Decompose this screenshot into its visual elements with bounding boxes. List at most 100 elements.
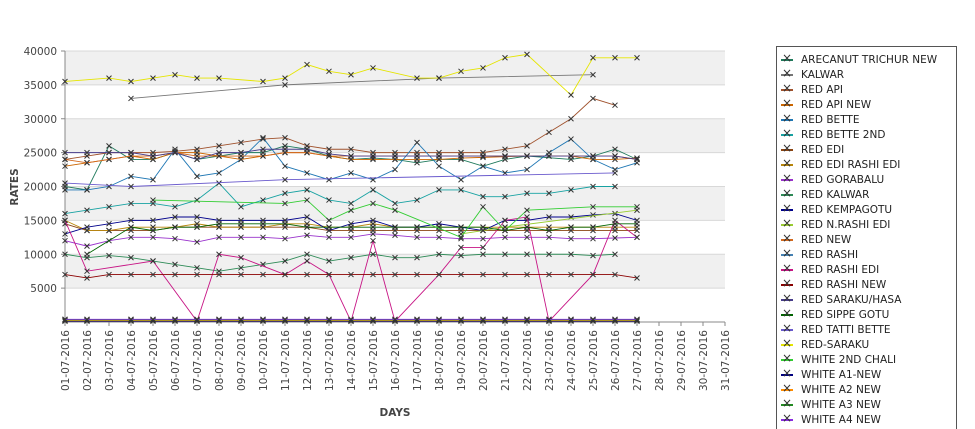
x-tick-label: 17-07-2016 [412,330,424,391]
legend-cross-icon: × [781,410,793,425]
data-point [282,75,288,81]
legend-swatch [781,343,793,346]
series-red-sippe-gotu [84,220,640,258]
series-white-a4-new [62,316,640,323]
data-point [392,271,398,278]
x-tick-label: 06-07-2016 [170,330,182,391]
legend-marker-icon: × [781,380,793,396]
x-tick-label: 26-07-2016 [610,330,622,391]
data-point [84,224,90,231]
data-point [612,170,618,176]
data-point [612,271,618,278]
x-tick-label: 03-07-2016 [104,330,116,391]
data-point [436,251,442,258]
x-tick-label: 01-07-2016 [60,330,72,391]
data-point [84,187,90,193]
data-point [106,252,112,259]
data-point [436,316,442,323]
data-point [172,235,178,242]
data-point [568,235,574,242]
data-point [326,176,332,183]
data-point [216,234,222,241]
data-point [524,214,530,220]
data-point [502,251,508,258]
series-red-saraku-hasa [62,146,640,163]
legend-marker-icon: × [781,291,793,306]
data-point [458,271,464,278]
legend-swatch [781,388,793,391]
data-point [216,251,222,258]
data-point [370,217,376,224]
data-point [348,316,354,323]
data-point [150,176,156,183]
data-point [502,227,508,234]
legend-swatch [781,58,793,61]
data-point [634,275,640,281]
data-point [370,187,376,193]
data-point [502,271,508,278]
legend-marker-icon: × [781,321,793,336]
data-point [348,224,354,231]
data-point [194,156,200,163]
legend-swatch [781,403,793,406]
data-point [84,243,90,249]
data-point [480,65,486,71]
legend-cross-icon: × [781,80,793,95]
data-point [436,75,442,81]
data-point [612,183,618,190]
data-point [62,210,68,217]
x-tick-label: 14-07-2016 [346,330,358,391]
legend-item: × WHITE 2ND CHALI [781,351,896,367]
data-point [150,234,156,241]
y-tick-label: 25000 [24,148,57,160]
data-point [304,197,310,203]
data-point [260,261,266,268]
legend-cross-icon: × [781,380,793,395]
data-point [172,203,178,210]
data-point [62,78,68,85]
data-point [260,316,266,323]
data-point [524,190,530,197]
data-point [502,193,508,200]
data-point [480,163,486,170]
legend-item: × WHITE A2 NEW [781,380,881,397]
data-point [414,271,420,278]
legend-cross-icon: × [781,200,793,215]
legend-cross-icon: × [781,395,793,410]
series-line [64,253,616,272]
data-point [458,176,464,183]
data-point [392,166,398,173]
legend-item: × RED GORABALU [781,171,885,187]
data-point [524,51,530,58]
data-point [348,234,354,241]
data-point [128,271,134,278]
legend-item: × KALWAR [781,66,844,82]
data-point [282,134,288,141]
data-point [326,151,332,157]
legend-label: RED EDI RASHI EDI [801,158,901,171]
data-point [304,224,310,231]
data-point [502,146,508,153]
data-point [150,197,156,203]
legend-label: RED RASHI [801,248,859,261]
legend-marker-icon: × [781,410,793,426]
data-point [282,316,288,323]
series-red-tatti-bette [62,170,618,190]
series-red-kalwar [62,251,618,275]
data-point [414,153,420,159]
data-point [392,232,398,239]
data-point [238,254,244,261]
legend-marker-icon: × [781,200,793,216]
data-point [282,271,288,278]
data-point [260,134,266,141]
legend-label: RED GORABALU [801,173,885,186]
data-point [480,316,486,323]
data-point [194,173,200,180]
legend-cross-icon: × [781,260,793,275]
legend-marker-icon: × [781,156,793,171]
legend-marker-icon: × [781,216,793,231]
legend-label: RED KEMPAGOTU [801,203,893,216]
data-point [326,224,332,231]
data-point [590,224,596,231]
data-point [304,316,310,323]
